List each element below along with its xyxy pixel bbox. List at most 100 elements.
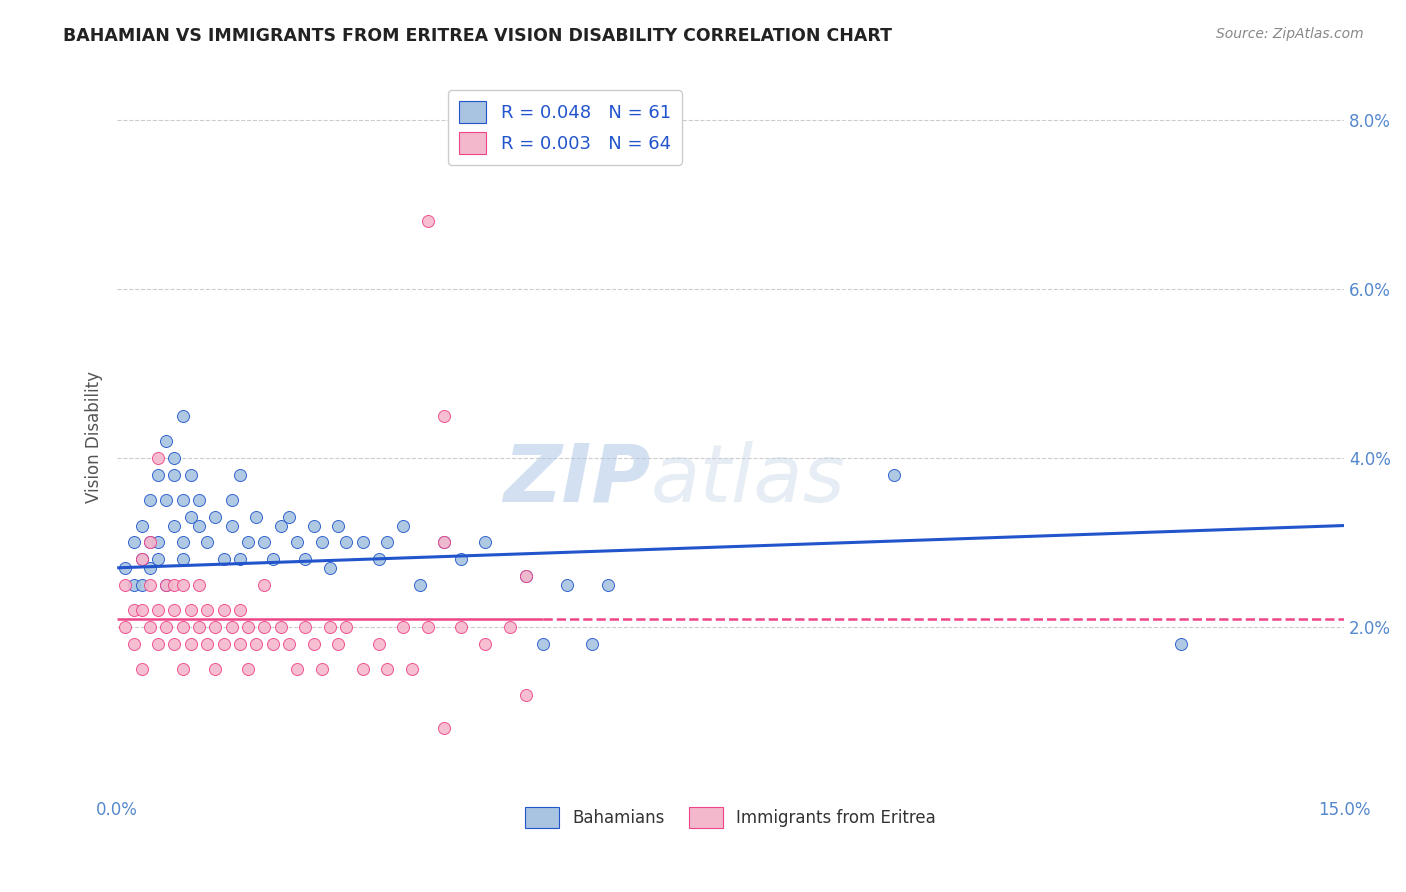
Point xyxy=(278,637,301,651)
Point xyxy=(311,535,333,549)
Point xyxy=(172,535,194,549)
Point xyxy=(450,620,472,634)
Point xyxy=(131,552,153,566)
Point xyxy=(433,535,456,549)
Point xyxy=(229,637,252,651)
Point xyxy=(319,620,342,634)
Point xyxy=(163,637,186,651)
Point xyxy=(229,603,252,617)
Point xyxy=(285,662,308,676)
Text: atlas: atlas xyxy=(651,441,845,519)
Point xyxy=(319,561,342,575)
Point xyxy=(139,535,162,549)
Point xyxy=(285,535,308,549)
Point xyxy=(114,620,136,634)
Point xyxy=(326,518,349,533)
Point xyxy=(262,637,284,651)
Point xyxy=(294,620,316,634)
Point xyxy=(392,620,415,634)
Text: Source: ZipAtlas.com: Source: ZipAtlas.com xyxy=(1216,27,1364,41)
Point xyxy=(499,620,522,634)
Point xyxy=(278,510,301,524)
Point xyxy=(236,620,259,634)
Point xyxy=(375,662,398,676)
Point xyxy=(131,578,153,592)
Point xyxy=(131,552,153,566)
Point xyxy=(122,578,145,592)
Point xyxy=(302,637,325,651)
Point xyxy=(122,535,145,549)
Point xyxy=(188,578,211,592)
Point xyxy=(433,722,456,736)
Point xyxy=(883,467,905,482)
Point xyxy=(352,662,374,676)
Point xyxy=(416,620,439,634)
Point xyxy=(195,637,218,651)
Point xyxy=(515,569,537,583)
Point xyxy=(172,493,194,508)
Point xyxy=(188,518,211,533)
Point xyxy=(180,510,202,524)
Point xyxy=(375,535,398,549)
Point xyxy=(335,620,357,634)
Point xyxy=(302,518,325,533)
Text: ZIP: ZIP xyxy=(503,441,651,519)
Point xyxy=(401,662,423,676)
Point xyxy=(163,578,186,592)
Point xyxy=(229,552,252,566)
Point xyxy=(188,620,211,634)
Point xyxy=(155,578,177,592)
Point xyxy=(204,620,226,634)
Point xyxy=(163,603,186,617)
Point xyxy=(163,450,186,465)
Point xyxy=(212,603,235,617)
Point xyxy=(172,662,194,676)
Point xyxy=(253,535,276,549)
Point xyxy=(368,552,391,566)
Point xyxy=(270,518,292,533)
Point xyxy=(236,662,259,676)
Point xyxy=(253,578,276,592)
Point xyxy=(146,467,169,482)
Point xyxy=(172,552,194,566)
Point xyxy=(515,688,537,702)
Point xyxy=(180,637,202,651)
Point xyxy=(146,603,169,617)
Point xyxy=(155,434,177,448)
Point xyxy=(139,561,162,575)
Point xyxy=(368,637,391,651)
Point xyxy=(212,637,235,651)
Point xyxy=(146,535,169,549)
Point xyxy=(163,518,186,533)
Point xyxy=(515,569,537,583)
Point xyxy=(114,561,136,575)
Point xyxy=(311,662,333,676)
Point xyxy=(433,535,456,549)
Point xyxy=(409,578,432,592)
Point xyxy=(450,552,472,566)
Point xyxy=(139,620,162,634)
Point xyxy=(221,493,243,508)
Y-axis label: Vision Disability: Vision Disability xyxy=(86,371,103,503)
Point xyxy=(204,662,226,676)
Point xyxy=(131,662,153,676)
Point xyxy=(172,620,194,634)
Point xyxy=(294,552,316,566)
Point xyxy=(195,603,218,617)
Point xyxy=(236,535,259,549)
Point xyxy=(212,552,235,566)
Point xyxy=(180,467,202,482)
Point xyxy=(188,493,211,508)
Point xyxy=(433,409,456,423)
Point xyxy=(155,620,177,634)
Point xyxy=(146,552,169,566)
Point xyxy=(326,637,349,651)
Point xyxy=(270,620,292,634)
Point xyxy=(253,620,276,634)
Point xyxy=(229,467,252,482)
Point xyxy=(245,510,267,524)
Point xyxy=(1170,637,1192,651)
Text: BAHAMIAN VS IMMIGRANTS FROM ERITREA VISION DISABILITY CORRELATION CHART: BAHAMIAN VS IMMIGRANTS FROM ERITREA VISI… xyxy=(63,27,893,45)
Point xyxy=(172,578,194,592)
Point xyxy=(474,535,496,549)
